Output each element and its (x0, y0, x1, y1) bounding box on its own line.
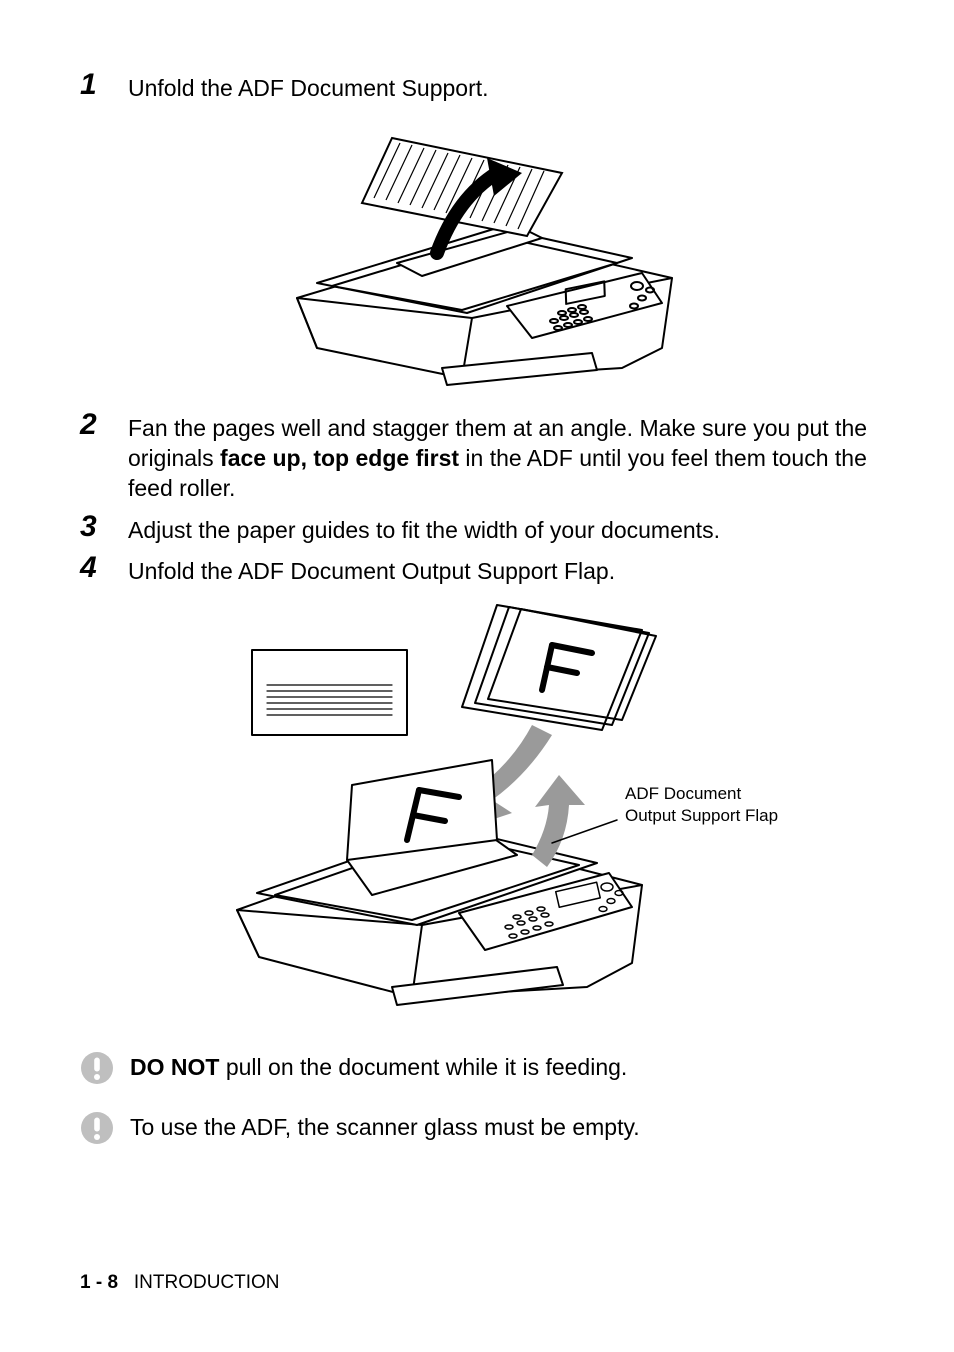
step-text: Fan the pages well and stagger them at a… (128, 410, 874, 504)
step-3: 3 Adjust the paper guides to fit the wid… (80, 512, 874, 546)
note-text: To use the ADF, the scanner glass must b… (130, 1109, 640, 1143)
step-number: 3 (80, 512, 128, 542)
step-text: Unfold the ADF Document Support. (128, 70, 489, 104)
callout-adf-output-flap: ADF Document Output Support Flap (625, 783, 778, 826)
caution-icon (80, 1111, 114, 1145)
note-text: DO NOT pull on the document while it is … (130, 1049, 627, 1083)
note1-bold: DO NOT (130, 1054, 219, 1080)
step-4: 4 Unfold the ADF Document Output Support… (80, 553, 874, 587)
step-number: 4 (80, 553, 128, 583)
figure-adf-support (80, 118, 874, 388)
page-footer: 1 - 8 INTRODUCTION (80, 1272, 280, 1294)
step-text: Unfold the ADF Document Output Support F… (128, 553, 615, 587)
step2-bold: face up, top edge first (220, 445, 459, 471)
step-1: 1 Unfold the ADF Document Support. (80, 70, 874, 104)
figure-output-flap: ADF Document Output Support Flap (80, 595, 874, 1025)
footer-page-number: 1 - 8 (80, 1272, 118, 1293)
caution-note-1: DO NOT pull on the document while it is … (80, 1049, 874, 1085)
callout-line1: ADF Document (625, 783, 778, 804)
footer-section: INTRODUCTION (134, 1272, 280, 1293)
step-number: 1 (80, 70, 128, 100)
caution-icon (80, 1051, 114, 1085)
step-number: 2 (80, 410, 128, 440)
callout-line2: Output Support Flap (625, 805, 778, 826)
step-text: Adjust the paper guides to fit the width… (128, 512, 720, 546)
note2-rest: To use the ADF, the scanner glass must b… (130, 1114, 640, 1140)
step-2: 2 Fan the pages well and stagger them at… (80, 410, 874, 504)
note1-rest: pull on the document while it is feeding… (219, 1054, 627, 1080)
caution-note-2: To use the ADF, the scanner glass must b… (80, 1109, 874, 1145)
